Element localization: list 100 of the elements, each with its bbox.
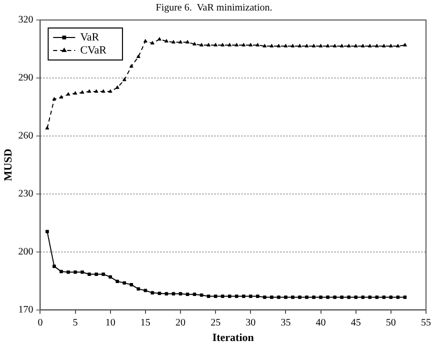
point [312,44,316,48]
point [108,89,112,93]
point [402,42,407,46]
point [242,42,246,46]
point [277,296,280,299]
x-tick-label: 35 [280,317,291,328]
point [87,89,92,93]
x-tick-label: 20 [175,317,186,328]
x-tick-label: 0 [38,317,43,328]
point [164,39,168,42]
point [220,42,225,46]
y-tick-label: 230 [18,188,34,200]
point [60,270,63,274]
point [403,296,407,299]
point [52,96,56,100]
y-tick-label: 320 [18,14,34,26]
point [115,85,120,89]
x-tick-label: 5 [72,317,78,328]
point [74,270,77,274]
point [256,294,260,298]
point [346,44,351,48]
point [234,42,239,46]
point [158,292,162,296]
point [284,44,288,48]
y-tick-label: 170 [18,304,34,316]
chart-title: Figure 6. VaR minimization. [156,2,272,14]
point [375,296,379,299]
point [45,126,50,130]
point [52,264,56,268]
point [66,270,70,274]
point [368,296,372,299]
point [178,292,182,296]
point [248,294,252,298]
y-tick-label: 260 [18,130,34,142]
point [150,291,154,294]
legend-label: CVaR [80,44,108,56]
x-axis-title: Iteration [212,332,254,344]
point [298,296,302,299]
point [178,40,182,44]
point [242,294,246,298]
point [305,296,308,299]
point [130,283,134,286]
x-tick-label: 55 [421,317,431,328]
point [143,39,148,42]
point [340,44,344,48]
point [172,292,176,296]
point [59,95,64,99]
point [122,281,126,285]
point [361,296,365,299]
point [144,288,148,292]
point [382,296,386,299]
point [248,42,253,46]
y-tick-label: 200 [18,246,34,258]
point [122,78,126,82]
point [326,296,330,299]
point [298,44,302,48]
point [150,40,154,44]
point [186,40,190,44]
point [374,44,379,48]
point [382,44,386,48]
point [80,90,84,94]
point [206,294,210,298]
point [284,296,288,299]
point [290,44,295,48]
point [157,37,162,41]
point [318,44,323,48]
point [304,44,309,48]
point [262,44,267,48]
point [214,42,218,46]
point [388,44,393,48]
point [220,294,224,298]
x-tick-label: 25 [210,317,221,328]
point [291,296,294,299]
y-tick-label: 290 [18,72,34,84]
point [332,44,337,48]
point [354,296,358,299]
y-axis-title: MUSD [2,148,14,182]
legend-label: VaR [80,31,100,44]
x-tick-label: 50 [386,317,396,328]
point [256,42,260,46]
x-tick-label: 10 [105,317,116,328]
point [270,296,274,299]
point [360,44,365,48]
point [319,296,322,299]
point [136,287,140,291]
point [102,272,105,276]
point [206,42,211,46]
point [389,296,393,299]
point [396,44,400,48]
point [94,89,98,93]
point [164,292,168,296]
point [276,44,281,48]
point [354,44,358,48]
point [80,270,84,274]
x-tick-label: 45 [350,317,361,328]
point [129,64,134,68]
point [368,44,372,48]
x-tick-label: 40 [316,317,326,328]
point [234,294,238,298]
point [46,230,49,234]
